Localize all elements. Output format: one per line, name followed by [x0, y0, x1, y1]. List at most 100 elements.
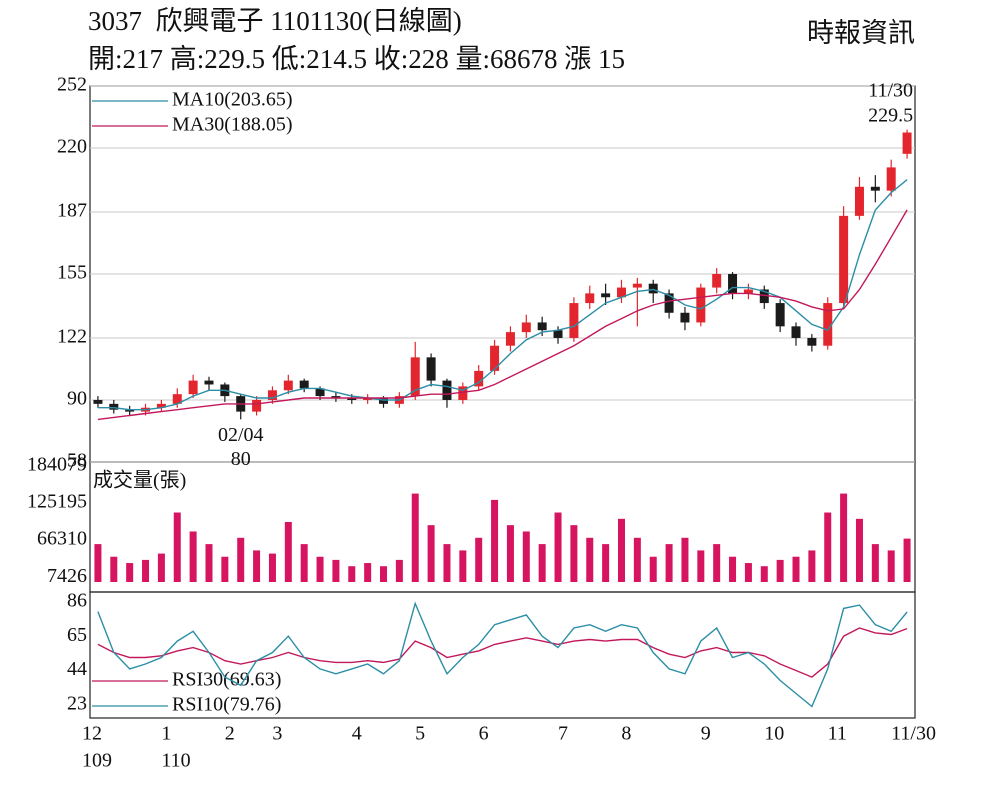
candle-body: [537, 322, 547, 331]
volume-bar: [840, 493, 848, 582]
volume-bar: [586, 537, 594, 582]
candle-body: [601, 293, 611, 298]
annotation-date: 11/30: [868, 80, 913, 102]
candle-body: [347, 398, 357, 400]
y-tick-label: 125195: [27, 491, 87, 513]
volume-bar: [744, 563, 752, 582]
quote-info: 開:217 高:229.5 低:214.5 收:228 量:68678 漲 15: [88, 44, 625, 74]
volume-bar: [554, 512, 562, 582]
y-tick-label: 86: [67, 589, 87, 611]
volume-panel: [89, 461, 916, 593]
volume-bar: [443, 544, 451, 582]
volume-bar: [364, 563, 372, 582]
volume-bar: [142, 559, 150, 582]
candle-body: [331, 396, 341, 399]
volume-bar: [824, 512, 832, 582]
candle-body: [505, 332, 515, 346]
candle-body: [299, 380, 309, 389]
candle-body: [442, 380, 452, 400]
y-tick-label: 66310: [37, 528, 87, 550]
rsi-panel: [89, 591, 916, 719]
volume-bar: [94, 544, 102, 582]
candle-body: [426, 357, 436, 381]
candle-body: [474, 370, 484, 387]
volume-bar: [697, 550, 705, 582]
candle-body: [696, 287, 706, 323]
volume-bar: [903, 538, 911, 582]
x-tick-label: 3: [272, 723, 282, 745]
volume-bar: [808, 550, 816, 582]
volume-bar: [126, 563, 134, 582]
volume-bar: [427, 525, 435, 582]
annotation-value: 80: [231, 448, 251, 470]
volume-bar: [871, 544, 879, 582]
volume-bar: [395, 559, 403, 582]
volume-bar: [253, 550, 261, 582]
annotation-value: 229.5: [868, 105, 913, 127]
x-tick-label: 4: [352, 723, 362, 745]
annotation-date: 02/04: [218, 424, 264, 446]
candle-body: [664, 293, 674, 313]
candle-body: [807, 337, 817, 346]
volume-bar: [713, 544, 721, 582]
candle-body: [458, 386, 468, 400]
candle-body: [648, 283, 658, 294]
x-tick-label: 9: [701, 723, 711, 745]
legend-label: MA30(188.05): [172, 114, 293, 136]
volume-bar: [855, 518, 863, 582]
y-tick-label: 252: [57, 74, 87, 96]
volume-bar: [332, 559, 340, 582]
panel-title: 成交量(張): [93, 469, 186, 492]
volume-bar: [300, 544, 308, 582]
volume-bar: [760, 566, 768, 582]
volume-bar: [380, 566, 388, 582]
volume-bar: [522, 531, 530, 582]
volume-bar: [221, 556, 229, 582]
series-line: [97, 209, 908, 421]
candle-body: [267, 390, 277, 400]
volume-bar: [157, 553, 165, 582]
y-tick-label: 23: [67, 693, 87, 715]
title: 3037 欣興電子 1101130(日線圖): [88, 6, 462, 36]
legend-label: RSI30(69.63): [172, 669, 281, 691]
candle-body: [490, 345, 500, 371]
candle-body: [775, 303, 785, 327]
candle-body: [172, 394, 182, 404]
volume-bar: [205, 544, 213, 582]
candle-body: [839, 215, 849, 304]
candle-body: [902, 132, 912, 154]
volume-bar: [887, 550, 895, 582]
candle-body: [585, 293, 595, 304]
candle-body: [854, 186, 864, 216]
candle-body: [759, 289, 769, 304]
x-tick-label: 5: [415, 723, 425, 745]
candle-body: [204, 380, 214, 385]
candle-body: [616, 287, 626, 298]
candle-body: [410, 357, 420, 397]
x-tick-label: 11/30: [891, 723, 936, 745]
volume-bar: [729, 556, 737, 582]
candle-body: [521, 322, 531, 333]
volume-bar: [110, 556, 118, 582]
volume-bar: [792, 556, 800, 582]
x-tick-label: 1: [161, 723, 171, 745]
legend-label: MA10(203.65): [172, 89, 293, 111]
volume-bar: [284, 522, 292, 582]
source: 時報資訊: [807, 18, 915, 48]
y-tick-label: 122: [57, 326, 87, 348]
volume-bar: [633, 537, 641, 582]
candle-body: [870, 186, 880, 191]
candle-body: [791, 326, 801, 338]
volume-bar: [268, 553, 276, 582]
y-tick-label: 7426: [47, 565, 87, 587]
candle-body: [283, 380, 293, 391]
candle-body: [728, 274, 738, 294]
volume-bar: [506, 525, 514, 582]
y-tick-label: 187: [57, 200, 87, 222]
volume-bar: [348, 566, 356, 582]
volume-bar: [538, 544, 546, 582]
series-line: [97, 627, 908, 678]
volume-bar: [459, 550, 467, 582]
candle-body: [743, 289, 753, 294]
candle-body: [363, 398, 373, 400]
